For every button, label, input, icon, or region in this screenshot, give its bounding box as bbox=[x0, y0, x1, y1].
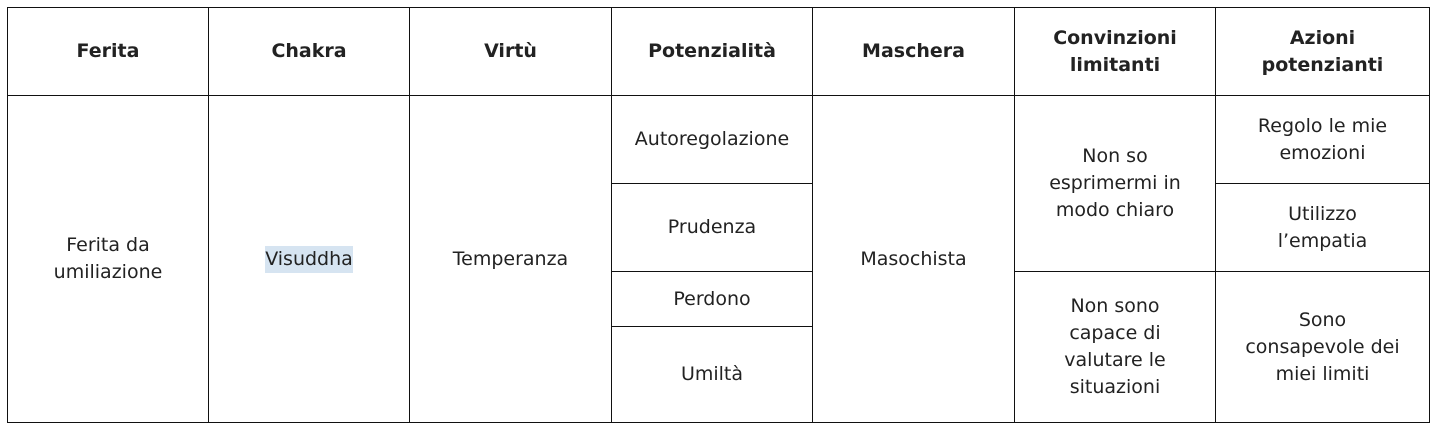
header-ferita: Ferita bbox=[7, 7, 209, 96]
cell-potenzialita-3: Perdono bbox=[611, 271, 813, 327]
header-azioni: Azioni potenzianti bbox=[1215, 7, 1430, 96]
header-virtu: Virtù bbox=[409, 7, 612, 96]
header-potenzialita: Potenzialità bbox=[611, 7, 813, 96]
header-maschera: Maschera bbox=[812, 7, 1015, 96]
header-convinzioni: Convinzioni limitanti bbox=[1014, 7, 1216, 96]
cell-convinzione-1: Non so esprimermi in modo chiaro bbox=[1014, 95, 1216, 272]
cell-virtu: Temperanza bbox=[409, 95, 612, 423]
chakra-highlighted-text: Visuddha bbox=[265, 245, 353, 273]
cell-azione-3: Sono consapevole dei miei limiti bbox=[1215, 271, 1430, 423]
cell-convinzione-2: Non sono capace di valutare le situazion… bbox=[1014, 271, 1216, 423]
header-chakra: Chakra bbox=[208, 7, 410, 96]
cell-potenzialita-4: Umiltà bbox=[611, 326, 813, 423]
cell-azione-1: Regolo le mie emozioni bbox=[1215, 95, 1430, 184]
cell-azione-2: Utilizzo l’empatia bbox=[1215, 183, 1430, 272]
cell-ferita: Ferita da umiliazione bbox=[7, 95, 209, 423]
cell-chakra: Visuddha bbox=[208, 95, 410, 423]
cell-maschera: Masochista bbox=[812, 95, 1015, 423]
cell-potenzialita-1: Autoregolazione bbox=[611, 95, 813, 184]
cell-potenzialita-2: Prudenza bbox=[611, 183, 813, 272]
